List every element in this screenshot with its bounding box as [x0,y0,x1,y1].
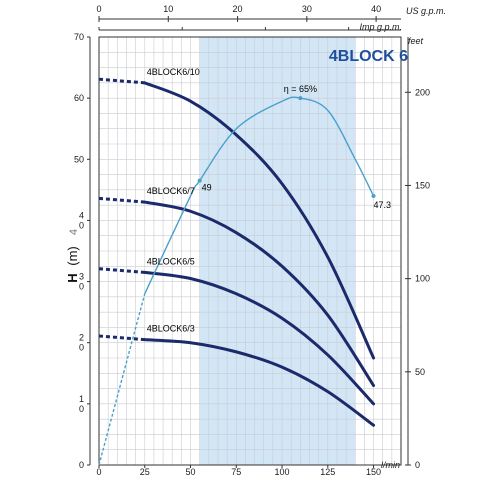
efficiency-curve [144,96,375,295]
curve-4block6-10 [143,81,376,360]
x-top-label: US g.p.m. [406,6,446,16]
x-tick-label: 125 [320,467,335,477]
x-tick-label: 25 [140,467,150,477]
curve-4block6-5 [143,270,376,406]
right-tick-label: 50 [415,367,425,377]
curve-4block6-7 [143,200,376,388]
curve-dashed-4block6-7 [98,196,145,204]
curve-dashed-4block6-5 [98,267,145,274]
annotation-label: η = 65% [284,84,317,94]
efficiency-marker [197,178,202,183]
top-tick-label: 0 [96,4,101,14]
curve-4block6-3 [143,338,376,427]
label-layer: 4BLOCK6/10 4BLOCK6/7 4BLOCK6/5 4BLOCK6/3 η =… [147,67,391,334]
curve-dashed-4block6-3 [98,334,145,342]
x-tick-label: 50 [186,467,196,477]
x-tick-label: 0 [96,467,101,477]
top-tick-label: 30 [302,4,312,14]
x-top2-label: Imp g.p.m. [359,22,402,32]
plot-frame [98,36,402,466]
efficiency-marker [371,193,376,198]
top-tick-label: 20 [233,4,243,14]
x-axis-label: l/min [381,460,400,470]
curve-layer [98,77,376,466]
y-tick-label: 70 [74,32,84,42]
y-tick-label: 0 [79,460,84,470]
series-label: 4BLOCK6/7 [147,186,195,196]
chart-title: 4BLOCK 6 [329,48,408,65]
y-axis-extra: 4 [68,229,80,235]
curve-dashed-4block6-10 [98,77,145,85]
y-axis-label-group: H (m) 4 [65,229,80,283]
top-tick-label: 10 [163,4,173,14]
x-tick-label: 150 [366,467,381,477]
efficiency-curve-dashed [98,293,146,466]
x-tick-label: 75 [231,467,241,477]
series-label: 4BLOCK6/5 [147,256,195,266]
y-tick-label: 50 [74,154,84,164]
axis-layer: 0 1 0 2 0 3 0 4 0 50 60 70 0 25 50 75 100 125 150 0 10 20 30 40… [74,4,430,477]
y-axis-label: H [65,273,80,282]
efficiency-marker [298,96,303,101]
series-label: 4BLOCK6/10 [147,67,200,77]
annotation-label: 47.3 [374,200,392,210]
series-label: 4BLOCK6/3 [147,324,195,334]
y-tick-label: 60 [74,93,84,103]
top-tick-label: 40 [371,4,381,14]
annotation-label: 49 [202,183,212,193]
right-tick-label: 150 [415,180,430,190]
right-tick-label: 200 [415,87,430,97]
right-tick-label: 100 [415,274,430,284]
y-axis-unit: (m) [65,246,80,266]
x-tick-label: 100 [275,467,290,477]
y-right-label: feet [408,36,424,46]
right-tick-label: 0 [415,460,420,470]
